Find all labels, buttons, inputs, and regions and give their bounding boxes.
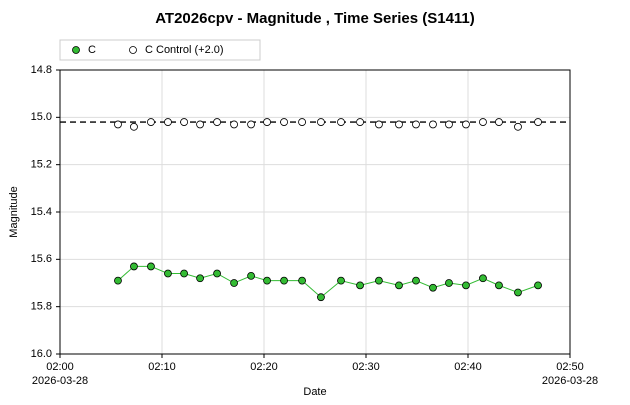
data-point <box>164 269 172 278</box>
data-point <box>213 269 221 278</box>
data-point <box>147 262 155 271</box>
legend-box <box>59 39 261 61</box>
legend-label: C <box>88 44 96 56</box>
y-tick-label: 15.2 <box>31 159 52 171</box>
x-tick-date: 2026-03-28 <box>542 375 598 387</box>
x-tick-label: 02:10 <box>148 361 176 373</box>
data-point <box>280 118 288 126</box>
y-tick-label: 15.4 <box>31 206 52 218</box>
data-point <box>495 281 503 290</box>
data-point <box>412 120 420 129</box>
data-point <box>263 118 271 126</box>
data-point <box>196 120 204 129</box>
y-tick-label: 16.0 <box>31 348 52 360</box>
legend-label: C Control (+2.0) <box>145 44 224 56</box>
data-point <box>412 276 420 285</box>
data-point <box>395 281 403 290</box>
data-point <box>130 122 138 131</box>
data-point <box>196 274 204 283</box>
x-tick-date: 2026-03-28 <box>32 375 88 387</box>
data-point <box>337 118 345 126</box>
data-point <box>479 118 487 126</box>
data-point <box>495 118 503 126</box>
x-tick-label: 02:50 <box>556 361 584 373</box>
legend-marker <box>72 46 80 54</box>
data-point <box>514 122 522 131</box>
y-tick-label: 15.6 <box>31 253 52 265</box>
data-point <box>337 276 345 285</box>
x-axis-title: Date <box>303 386 326 398</box>
data-point <box>180 269 189 278</box>
data-point <box>213 118 221 126</box>
data-point <box>114 120 122 129</box>
y-tick-label: 15.0 <box>31 111 52 123</box>
data-point <box>317 293 325 302</box>
data-point <box>263 276 271 285</box>
data-point <box>298 276 306 285</box>
data-point <box>147 118 155 126</box>
data-point <box>230 120 238 129</box>
plot-frame <box>59 69 571 355</box>
legend-marker <box>129 46 137 54</box>
data-point <box>395 120 403 129</box>
data-point <box>429 120 437 129</box>
data-point <box>280 276 288 285</box>
data-point <box>479 274 487 283</box>
data-point <box>298 118 306 126</box>
data-point <box>247 271 255 280</box>
data-point <box>534 118 542 126</box>
data-point <box>514 288 522 297</box>
data-point <box>180 118 189 126</box>
x-tick-label: 02:40 <box>454 361 482 373</box>
data-point <box>317 118 325 126</box>
y-axis-title: Magnitude <box>8 186 20 237</box>
data-point <box>534 281 542 290</box>
data-point <box>356 281 364 290</box>
data-point <box>375 276 383 285</box>
x-tick-label: 02:30 <box>352 361 380 373</box>
y-tick-label: 14.8 <box>31 64 52 76</box>
data-point <box>445 279 453 287</box>
data-point <box>230 279 238 287</box>
data-point <box>114 276 122 285</box>
y-tick-label: 15.8 <box>31 301 52 313</box>
data-point <box>429 283 437 292</box>
data-point <box>462 281 470 290</box>
data-point <box>445 120 453 129</box>
chart-title: AT2026cpv - Magnitude , Time Series (S14… <box>155 10 475 27</box>
data-point <box>247 120 255 129</box>
data-point <box>130 262 138 271</box>
data-point <box>375 120 383 129</box>
x-tick-label: 02:20 <box>250 361 278 373</box>
data-point <box>356 118 364 126</box>
data-point <box>462 120 470 129</box>
data-point <box>164 118 172 126</box>
x-tick-label: 02:00 <box>46 361 74 373</box>
